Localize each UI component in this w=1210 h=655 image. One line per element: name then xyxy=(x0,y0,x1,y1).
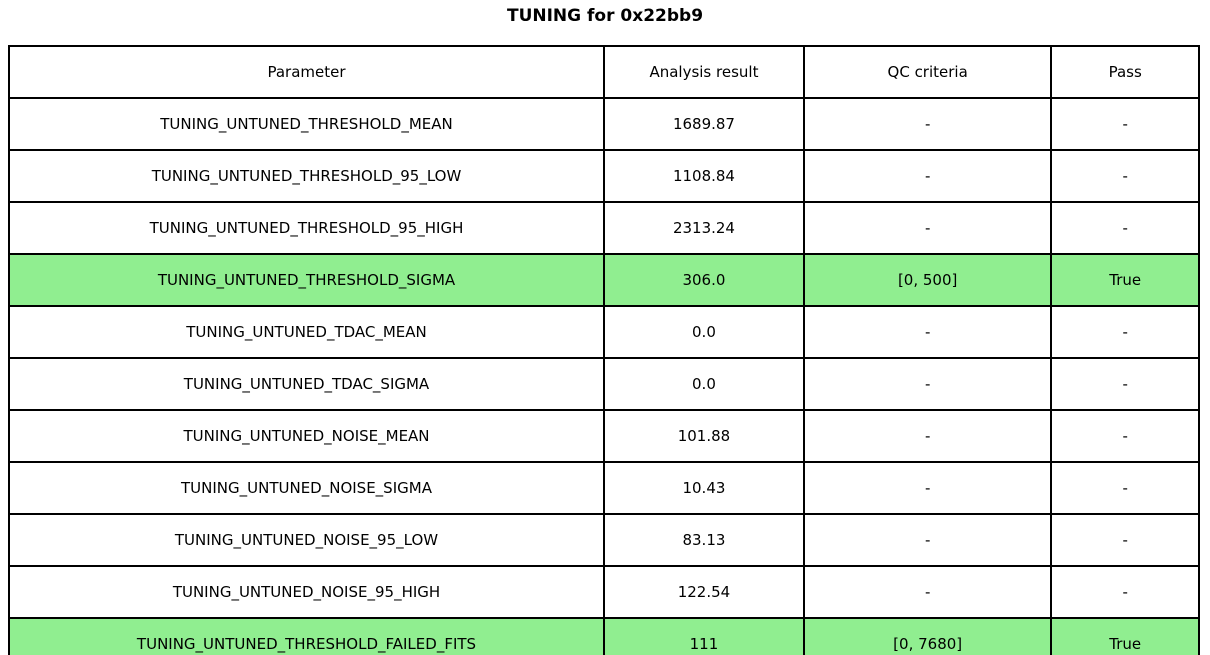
column-header-pass: Pass xyxy=(1050,45,1200,99)
cell-analysis-result: 0.0 xyxy=(603,305,805,359)
qc-table: Parameter Analysis result QC criteria Pa… xyxy=(8,45,1200,655)
table-header-row: Parameter Analysis result QC criteria Pa… xyxy=(8,45,1200,99)
cell-analysis-result: 1689.87 xyxy=(603,97,805,151)
cell-parameter: TUNING_UNTUNED_NOISE_MEAN xyxy=(8,409,605,463)
figure-title: TUNING for 0x22bb9 xyxy=(506,6,704,26)
cell-analysis-result: 111 xyxy=(603,617,805,655)
cell-pass: - xyxy=(1050,513,1200,567)
cell-analysis-result: 2313.24 xyxy=(603,201,805,255)
cell-parameter: TUNING_UNTUNED_THRESHOLD_MEAN xyxy=(8,97,605,151)
cell-pass: - xyxy=(1050,357,1200,411)
table-row: TUNING_UNTUNED_TDAC_SIGMA 0.0 - - xyxy=(8,357,1200,411)
cell-pass: - xyxy=(1050,149,1200,203)
cell-qc-criteria: - xyxy=(802,357,1053,411)
cell-qc-criteria: - xyxy=(802,565,1053,619)
cell-analysis-result: 10.43 xyxy=(603,461,805,515)
cell-parameter: TUNING_UNTUNED_THRESHOLD_FAILED_FITS xyxy=(8,617,605,655)
cell-qc-criteria: - xyxy=(802,305,1053,359)
cell-analysis-result: 122.54 xyxy=(603,565,805,619)
column-header-analysis-result: Analysis result xyxy=(603,45,805,99)
cell-pass: True xyxy=(1050,253,1200,307)
table-row: TUNING_UNTUNED_THRESHOLD_MEAN 1689.87 - … xyxy=(8,97,1200,151)
cell-analysis-result: 306.0 xyxy=(603,253,805,307)
table-row: TUNING_UNTUNED_THRESHOLD_95_LOW 1108.84 … xyxy=(8,149,1200,203)
cell-pass: - xyxy=(1050,97,1200,151)
cell-analysis-result: 1108.84 xyxy=(603,149,805,203)
table-row: TUNING_UNTUNED_NOISE_95_HIGH 122.54 - - xyxy=(8,565,1200,619)
table-row: TUNING_UNTUNED_TDAC_MEAN 0.0 - - xyxy=(8,305,1200,359)
table-row: TUNING_UNTUNED_NOISE_95_LOW 83.13 - - xyxy=(8,513,1200,567)
cell-qc-criteria: - xyxy=(802,409,1053,463)
table-row: TUNING_UNTUNED_NOISE_MEAN 101.88 - - xyxy=(8,409,1200,463)
cell-qc-criteria: - xyxy=(802,461,1053,515)
column-header-parameter: Parameter xyxy=(8,45,605,99)
cell-pass: - xyxy=(1050,305,1200,359)
cell-qc-criteria: - xyxy=(802,149,1053,203)
cell-qc-criteria: - xyxy=(802,201,1053,255)
table-row: TUNING_UNTUNED_THRESHOLD_SIGMA 306.0 [0,… xyxy=(8,253,1200,307)
cell-analysis-result: 83.13 xyxy=(603,513,805,567)
cell-parameter: TUNING_UNTUNED_THRESHOLD_95_HIGH xyxy=(8,201,605,255)
cell-parameter: TUNING_UNTUNED_THRESHOLD_95_LOW xyxy=(8,149,605,203)
column-header-qc-criteria: QC criteria xyxy=(802,45,1053,99)
cell-pass: - xyxy=(1050,461,1200,515)
cell-parameter: TUNING_UNTUNED_TDAC_SIGMA xyxy=(8,357,605,411)
cell-qc-criteria: [0, 7680] xyxy=(802,617,1053,655)
cell-pass: - xyxy=(1050,409,1200,463)
table-row: TUNING_UNTUNED_THRESHOLD_FAILED_FITS 111… xyxy=(8,617,1200,655)
cell-analysis-result: 0.0 xyxy=(603,357,805,411)
cell-qc-criteria: - xyxy=(802,97,1053,151)
cell-qc-criteria: - xyxy=(802,513,1053,567)
cell-parameter: TUNING_UNTUNED_NOISE_95_LOW xyxy=(8,513,605,567)
table-row: TUNING_UNTUNED_NOISE_SIGMA 10.43 - - xyxy=(8,461,1200,515)
cell-parameter: TUNING_UNTUNED_NOISE_95_HIGH xyxy=(8,565,605,619)
cell-parameter: TUNING_UNTUNED_TDAC_MEAN xyxy=(8,305,605,359)
cell-pass: - xyxy=(1050,201,1200,255)
cell-parameter: TUNING_UNTUNED_THRESHOLD_SIGMA xyxy=(8,253,605,307)
table-row: TUNING_UNTUNED_THRESHOLD_95_HIGH 2313.24… xyxy=(8,201,1200,255)
cell-parameter: TUNING_UNTUNED_NOISE_SIGMA xyxy=(8,461,605,515)
cell-pass: - xyxy=(1050,565,1200,619)
cell-qc-criteria: [0, 500] xyxy=(802,253,1053,307)
cell-pass: True xyxy=(1050,617,1200,655)
cell-analysis-result: 101.88 xyxy=(603,409,805,463)
